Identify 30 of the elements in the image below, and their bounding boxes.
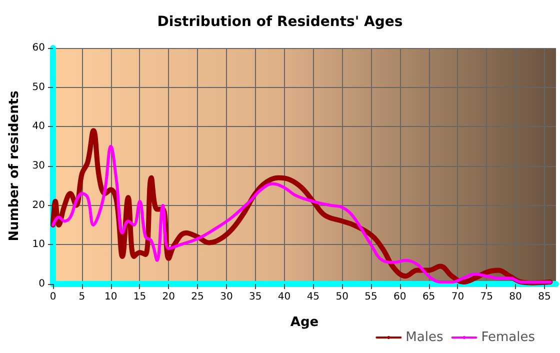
x-tick-label: 65 xyxy=(422,292,436,302)
x-tick-label: 30 xyxy=(220,292,233,302)
y-tick-label: 30 xyxy=(32,160,45,172)
x-tick-label: 35 xyxy=(248,292,262,302)
y-axis-title: Number of residents xyxy=(7,90,22,242)
y-tick-label: 60 xyxy=(32,42,45,54)
x-tick-label: 50 xyxy=(336,292,348,302)
x-tick-label: 25 xyxy=(191,292,204,302)
y-tick-label: 20 xyxy=(32,200,45,211)
legend-label: Females xyxy=(481,330,536,345)
x-tick-label: 40 xyxy=(278,292,291,302)
x-tick-label: 20 xyxy=(162,292,175,302)
x-tick-label: 5 xyxy=(78,292,86,302)
x-tick-label: 60 xyxy=(394,292,406,302)
y-tick-label: 50 xyxy=(32,82,45,93)
y-tick-label: 10 xyxy=(32,239,45,250)
x-tick-label: 80 xyxy=(509,292,522,302)
x-tick-label: 10 xyxy=(104,292,118,302)
x-tick-label: 70 xyxy=(451,292,464,302)
x-tick-label: 15 xyxy=(133,292,146,302)
x-tick-label: 85 xyxy=(538,292,551,302)
legend-label: Males xyxy=(406,330,444,345)
y-tick-label: 0 xyxy=(38,278,45,290)
x-tick-label: 75 xyxy=(480,292,493,302)
x-tick-label: 55 xyxy=(364,292,378,302)
x-tick-label: 0 xyxy=(50,292,56,302)
x-tick-label: 45 xyxy=(306,292,320,302)
y-tick-label: 40 xyxy=(32,121,45,132)
chart-title: Distribution of Residents' Ages xyxy=(157,14,403,30)
x-axis-title: Age xyxy=(290,315,319,330)
